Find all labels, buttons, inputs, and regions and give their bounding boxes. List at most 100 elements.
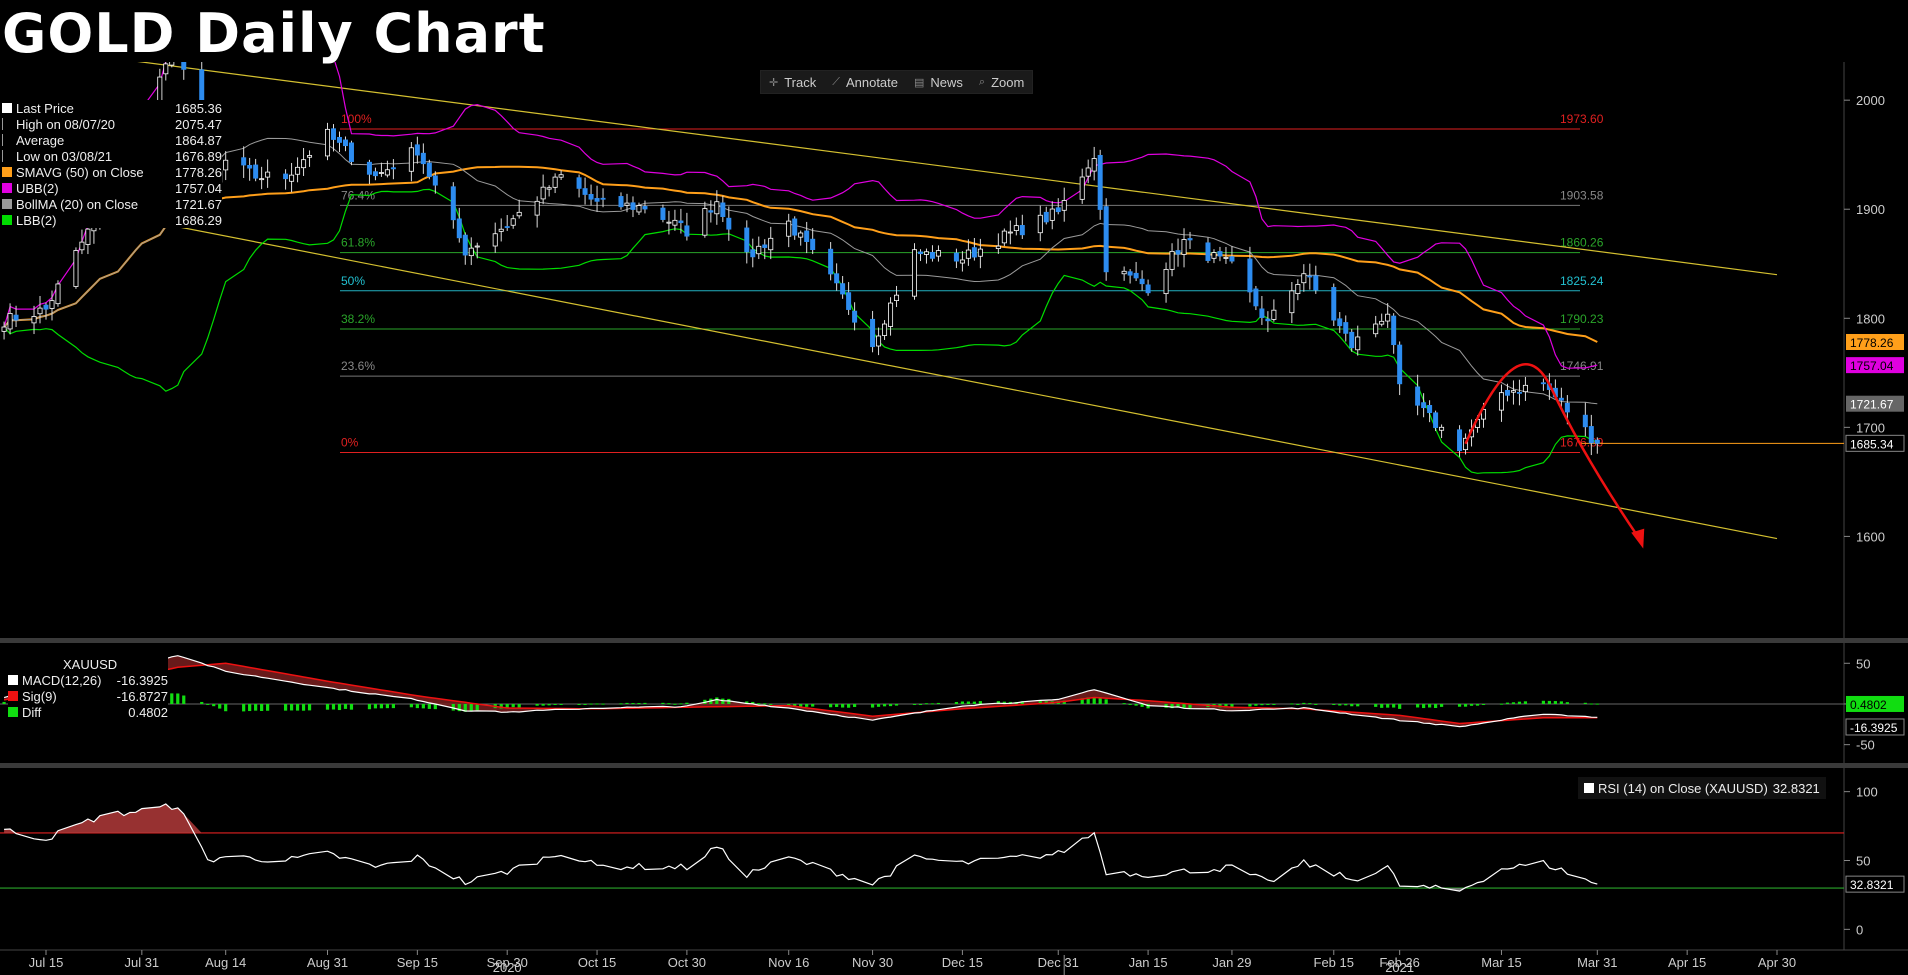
macd-diff-bar [182, 695, 186, 704]
price-legend-row: High on 08/07/20 2075.47 [2, 116, 222, 132]
macd-diff-bar [1254, 703, 1258, 706]
candle-body [852, 310, 858, 323]
price-legend-row: BollMA (20) on Close 1721.67 [2, 196, 222, 212]
macd-diff-bar [966, 701, 971, 704]
candle-body [348, 142, 354, 162]
toolbar-annotate-button[interactable]: ⟋ Annotate [824, 75, 906, 90]
price-legend-row: SMAVG (50) on Close 1778.26 [2, 164, 222, 180]
fib-pct-label: 0% [341, 436, 359, 450]
macd-diff-bar [469, 703, 473, 712]
candle-body [1259, 308, 1265, 318]
candle-body [798, 232, 804, 238]
fib-pct-label: 50% [341, 274, 365, 288]
price-badge: 1721.67 [1846, 395, 1904, 412]
macd-diff-bar [511, 703, 515, 708]
macd-diff-bar [367, 703, 372, 710]
fib-value-label: 1903.58 [1560, 188, 1604, 202]
candle-body [1019, 225, 1025, 236]
macd-diff-bar [643, 702, 647, 704]
candle-body [552, 176, 558, 188]
macd-diff-bar [325, 703, 330, 710]
candle-body [666, 221, 672, 224]
trend-line [3, 192, 1778, 540]
legend-label: Last Price [16, 100, 74, 116]
price-badge-box [1846, 333, 1904, 350]
candle-body [995, 245, 1001, 249]
candle-body [1289, 290, 1295, 314]
legend-value: 1686.29 [175, 212, 222, 228]
candle-body [786, 220, 792, 237]
macd-diff-bar [625, 702, 629, 704]
macd-diff-bar [547, 703, 551, 706]
x-tick-label: Mar 31 [1577, 955, 1617, 970]
macd-diff-bar [1350, 703, 1354, 707]
macd-badge-box [1845, 718, 1905, 736]
macd-diff-bar [301, 703, 306, 711]
candle-body [1211, 252, 1217, 259]
candle-body [408, 147, 414, 172]
macd-diff-bar [1523, 701, 1528, 704]
y-tick-label: 0 [1856, 922, 1863, 937]
y-tick-label: -50 [1856, 738, 1875, 753]
rsi-line [4, 803, 1598, 892]
candle-body [1540, 382, 1546, 385]
year-label: 2020 [493, 960, 522, 975]
fib-value-label: 1746.91 [1560, 359, 1604, 373]
candle-body [1301, 273, 1307, 284]
legend-value: 2075.47 [175, 116, 222, 132]
macd-diff-bar [373, 703, 378, 709]
macd-diff-bar [829, 703, 833, 708]
candle-body [702, 208, 708, 236]
macd-diff-bar [763, 703, 767, 705]
y-tick-label: 1700 [1856, 420, 1885, 435]
macd-diff-bar [793, 703, 797, 707]
candle-body [1427, 405, 1433, 413]
macd-diff-bar [1344, 703, 1348, 706]
chart-title: GOLD Daily Chart [2, 2, 546, 65]
candle-body [1223, 257, 1229, 259]
macd-diff-bar [1170, 703, 1174, 709]
toolbar-track-button[interactable]: ✛ Track [761, 75, 824, 90]
candle-body [1433, 412, 1439, 428]
macd-diff-bar [1565, 702, 1569, 704]
macd-diff-bar [996, 701, 1000, 704]
rsi-badge-label: 32.8321 [1850, 878, 1894, 892]
candle-body [1217, 251, 1223, 257]
toolbar-zoom-button[interactable]: ⌕ Zoom [971, 75, 1032, 90]
legend-value: 0.4802 [128, 704, 168, 720]
pane-separator [0, 763, 1908, 768]
candle-body [600, 197, 606, 200]
rsi-pane [0, 803, 1844, 892]
x-tick-label: Dec 31 [1038, 955, 1079, 970]
rsi-legend: RSI (14) on Close (XAUUSD) 32.8321 [1578, 777, 1826, 799]
candle-body [762, 244, 768, 248]
x-tick-label: Sep 15 [397, 955, 438, 970]
candle-body [342, 139, 348, 147]
macd-diff-bar [769, 703, 773, 705]
x-tick-label: Nov 16 [768, 955, 809, 970]
macd-diff-bar [1422, 703, 1426, 709]
macd-diff-bar [882, 703, 887, 707]
candle-body [1510, 390, 1516, 393]
macd-diff-bar [805, 703, 809, 707]
macd-diff-bar [876, 703, 881, 707]
candle-body [810, 238, 816, 251]
macd-diff-bar [254, 703, 258, 711]
macd-diff-bar [799, 703, 803, 707]
macd-diff-bar [1062, 700, 1066, 704]
macd-diff-bar [583, 703, 587, 705]
rsi-badge-box [1845, 875, 1905, 893]
y-tick-label: 100 [1856, 785, 1878, 800]
macd-diff-bar [295, 703, 300, 711]
x-tick-label: Jan 29 [1212, 955, 1251, 970]
toolbar-news-button[interactable]: ▤ News [906, 75, 971, 90]
candle-body [1, 326, 7, 332]
legend-label: LBB(2) [16, 212, 57, 228]
candle-body [85, 228, 91, 245]
macd-diff-bar [1583, 702, 1587, 704]
pane-separator [0, 638, 1908, 643]
macd-diff-bar [559, 703, 563, 705]
macd-diff-bar [757, 703, 761, 705]
macd-legend-title: XAUUSD [63, 656, 118, 672]
